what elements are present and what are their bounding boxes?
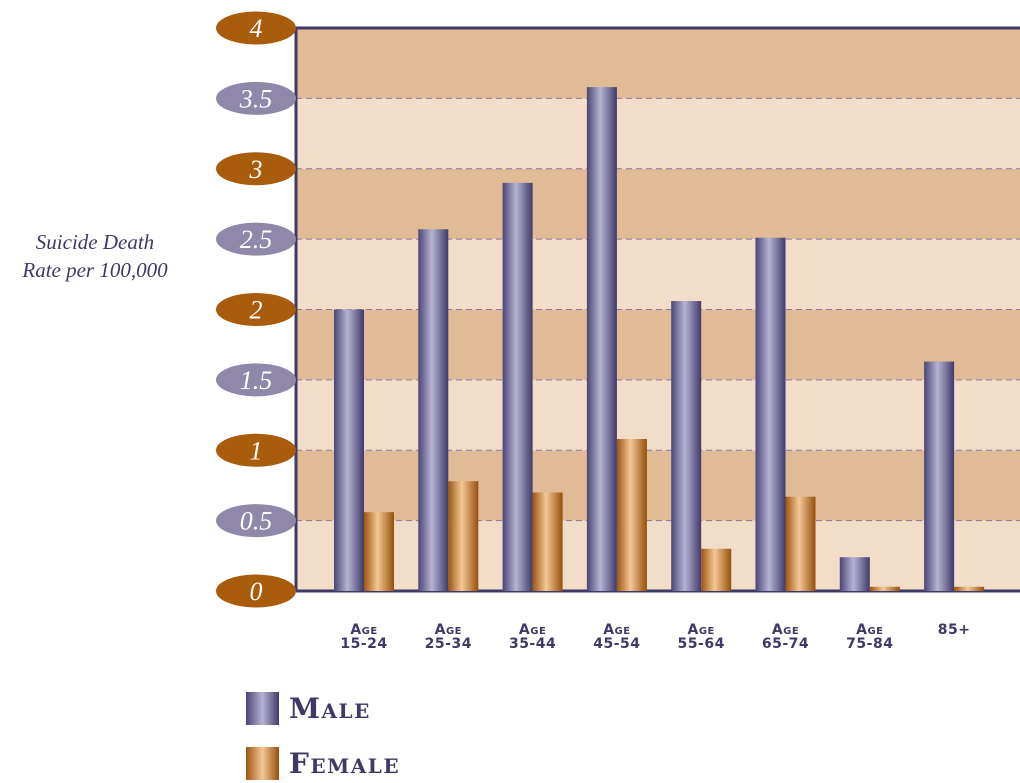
bar-male [924, 361, 955, 591]
y-tick-marker [216, 433, 296, 467]
x-tick-label-line: 75-84 [846, 636, 893, 652]
plot-band [296, 520, 1020, 591]
bars [334, 87, 985, 592]
x-tick-label: Age 45-54 [593, 622, 640, 652]
y-tick-label: 3 [249, 155, 263, 184]
x-tick-label-line: 85+ [938, 622, 971, 638]
y-axis-label: Suicide Death Rate per 100,000 [0, 228, 190, 284]
y-tick-marker [216, 222, 296, 256]
x-tick-label-line: Age [519, 622, 546, 638]
y-tick-label: 3.5 [239, 84, 273, 113]
bar-female [448, 481, 479, 591]
x-tick-label-line: 65-74 [762, 636, 809, 652]
bar-male [755, 237, 786, 591]
x-tick-label: Age 35-44 [509, 622, 556, 652]
x-tick-label-line: Age [603, 622, 630, 638]
plot-background [296, 28, 1020, 591]
y-tick-marker [216, 81, 296, 115]
bar-female [616, 438, 647, 591]
x-tick-label-line: 35-44 [509, 636, 556, 652]
x-tick-label-line: Age [772, 622, 799, 638]
x-tick-label-line: 25-34 [425, 636, 472, 652]
bar-female [364, 512, 394, 591]
legend-item-male: Male [246, 690, 400, 726]
x-tick-label: 85+ [938, 622, 971, 638]
x-tick-label: Age 55-64 [678, 622, 725, 652]
bar-male [586, 87, 617, 592]
x-tick-label: Age 65-74 [762, 622, 809, 652]
x-tick-label-line: 55-64 [678, 636, 725, 652]
y-tick-marker [216, 152, 296, 186]
x-tick-label-line: Age [688, 622, 715, 638]
plot-band [296, 379, 1020, 451]
x-tick-label: Age 15-24 [340, 622, 387, 652]
y-tick-marker [216, 504, 296, 538]
y-tick-label: 1.5 [240, 366, 273, 395]
bar-male [671, 301, 702, 591]
bar-female [869, 586, 900, 591]
plot-band [296, 168, 1020, 240]
x-tick-label-line: 15-24 [340, 636, 387, 652]
y-tick-label: 2 [250, 296, 263, 325]
bar-male [418, 229, 449, 591]
legend-label-female: Female [289, 746, 401, 780]
y-tick-label: 1 [250, 436, 263, 465]
legend-item-female: Female [246, 745, 400, 781]
x-tick-label-line: Age [856, 622, 883, 638]
x-tick-label: Age 25-34 [425, 622, 472, 652]
bar-female [954, 586, 985, 591]
bar-female [785, 496, 816, 591]
gridlines [296, 97, 1020, 522]
y-tick-label: 0 [250, 577, 263, 606]
y-tick-marker [216, 11, 296, 45]
plot-band [296, 28, 1020, 99]
legend-swatch-female [246, 746, 279, 780]
y-tick-marker [216, 574, 296, 608]
y-tick-marker [216, 363, 296, 397]
bar-female [532, 492, 563, 591]
plot-band [296, 450, 1020, 521]
bar-male [334, 309, 364, 591]
legend-swatch-male [246, 691, 279, 725]
plot-band [296, 309, 1020, 380]
x-tick-label: Age 75-84 [846, 622, 893, 652]
plot-band [296, 98, 1020, 169]
y-tick-label: 0.5 [240, 507, 273, 536]
y-tick-label: 2.5 [240, 225, 273, 254]
legend: Male Female [246, 690, 400, 781]
legend-label-male: Male [289, 691, 371, 725]
plot-band [296, 239, 1020, 310]
bar-female [701, 548, 732, 591]
y-tick-label: 4 [250, 14, 263, 43]
x-tick-label-line: Age [350, 622, 377, 638]
x-tick-label-line: Age [435, 622, 462, 638]
bar-male [502, 182, 533, 591]
y-tick-labels: 0 0.5 1 1.5 2 2.5 3 3.5 4 [216, 11, 296, 608]
bar-male [839, 557, 870, 591]
y-axis-label-line-2: Rate per 100,000 [22, 258, 168, 282]
x-tick-label-line: 45-54 [593, 636, 640, 652]
y-axis-label-line-1: Suicide Death [35, 230, 155, 254]
y-tick-marker [216, 293, 296, 326]
